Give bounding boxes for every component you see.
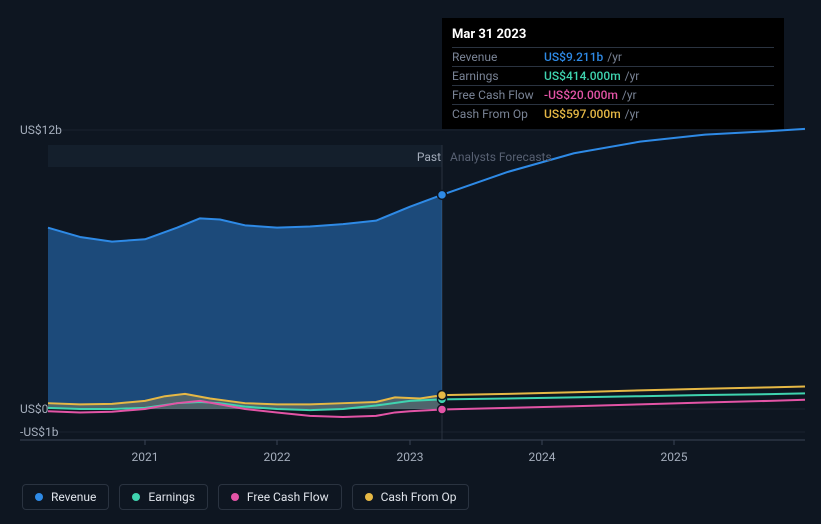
y-axis-label: US$12b	[20, 123, 62, 137]
tooltip-metric-value: -US$20.000m	[544, 88, 618, 102]
tooltip-metric-label: Free Cash Flow	[452, 88, 544, 102]
y-axis-label: US$0	[20, 402, 48, 416]
tooltip-metric-label: Cash From Op	[452, 107, 544, 121]
legend-dot-icon	[365, 493, 373, 501]
tooltip-metric-unit: /yr	[625, 69, 640, 83]
legend-item-fcf[interactable]: Free Cash Flow	[218, 484, 342, 510]
legend-label: Revenue	[51, 490, 96, 504]
legend-label: Free Cash Flow	[247, 490, 329, 504]
chart-tooltip: Mar 31 2023 RevenueUS$9.211b/yrEarningsU…	[442, 18, 784, 129]
tooltip-row: EarningsUS$414.000m/yr	[452, 66, 774, 85]
legend-dot-icon	[231, 493, 239, 501]
legend-dot-icon	[35, 493, 43, 501]
legend-item-cash_from_op[interactable]: Cash From Op	[352, 484, 470, 510]
tooltip-metric-value: US$9.211b	[544, 50, 603, 64]
tooltip-metric-unit: /yr	[625, 107, 640, 121]
tooltip-row: Free Cash Flow-US$20.000m/yr	[452, 85, 774, 104]
x-axis-label: 2023	[397, 450, 424, 464]
x-axis-label: 2025	[661, 450, 688, 464]
past-label: Past	[417, 150, 441, 164]
tooltip-metric-unit: /yr	[607, 50, 622, 64]
tooltip-date: Mar 31 2023	[452, 24, 774, 47]
tooltip-metric-label: Revenue	[452, 50, 544, 64]
tooltip-metric-unit: /yr	[622, 88, 637, 102]
tooltip-row: RevenueUS$9.211b/yr	[452, 47, 774, 66]
legend-item-earnings[interactable]: Earnings	[119, 484, 208, 510]
x-axis-label: 2024	[529, 450, 556, 464]
forecast-label: Analysts Forecasts	[450, 150, 552, 164]
legend-label: Cash From Op	[381, 490, 457, 504]
legend-dot-icon	[132, 493, 140, 501]
x-axis-label: 2022	[264, 450, 291, 464]
x-axis-label: 2021	[132, 450, 159, 464]
y-axis-label: -US$1b	[20, 425, 58, 439]
tooltip-metric-value: US$414.000m	[544, 69, 621, 83]
legend-item-revenue[interactable]: Revenue	[22, 484, 109, 510]
tooltip-metric-value: US$597.000m	[544, 107, 621, 121]
tooltip-row: Cash From OpUS$597.000m/yr	[452, 104, 774, 123]
tooltip-metric-label: Earnings	[452, 69, 544, 83]
financial-chart: Mar 31 2023 RevenueUS$9.211b/yrEarningsU…	[0, 0, 821, 524]
legend-label: Earnings	[148, 490, 195, 504]
chart-legend: Revenue Earnings Free Cash Flow Cash From O…	[22, 484, 469, 510]
